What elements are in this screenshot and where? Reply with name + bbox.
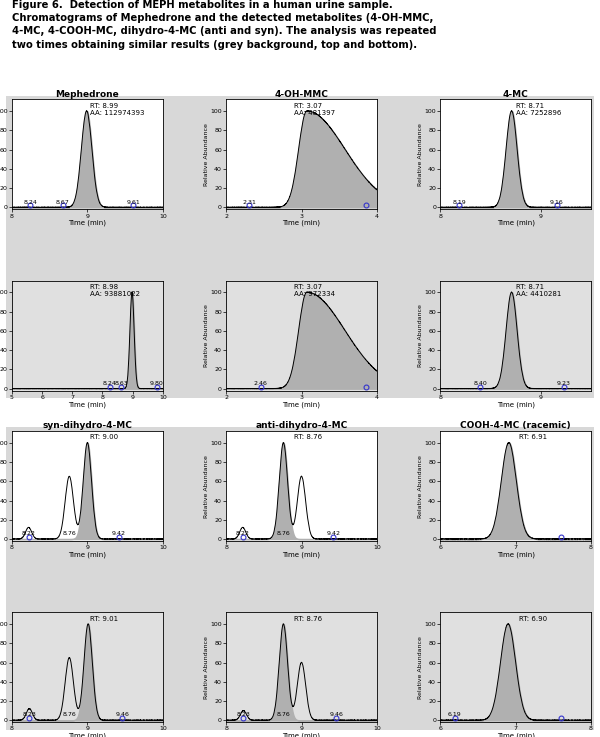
Text: 8.22: 8.22 — [22, 531, 35, 537]
Text: 9.16: 9.16 — [550, 200, 563, 205]
Text: 8.19: 8.19 — [452, 200, 466, 205]
Text: 8.76: 8.76 — [277, 531, 290, 537]
Y-axis label: Relative Abundance: Relative Abundance — [418, 123, 423, 186]
X-axis label: Time (min): Time (min) — [497, 401, 535, 408]
Text: RT: 9.00: RT: 9.00 — [91, 434, 119, 441]
Text: 8.23: 8.23 — [236, 713, 250, 717]
Text: RT: 8.76: RT: 8.76 — [294, 434, 322, 441]
Title: Mephedrone: Mephedrone — [56, 90, 119, 99]
X-axis label: Time (min): Time (min) — [283, 733, 320, 737]
X-axis label: Time (min): Time (min) — [68, 401, 106, 408]
X-axis label: Time (min): Time (min) — [68, 551, 106, 558]
Title: 4-OH-MMC: 4-OH-MMC — [275, 90, 328, 99]
Text: Figure 6.  Detection of MEPH metabolites in a human urine sample.
Chromatograms : Figure 6. Detection of MEPH metabolites … — [12, 0, 437, 49]
Text: 6.19: 6.19 — [448, 713, 461, 717]
Text: 9.23: 9.23 — [557, 381, 571, 385]
Text: RT: 8.71
AA: 4410281: RT: 8.71 AA: 4410281 — [515, 284, 561, 297]
Title: anti-dihydro-4-MC: anti-dihydro-4-MC — [256, 422, 347, 430]
Title: 4-MC: 4-MC — [503, 90, 529, 99]
Text: RT: 8.99
AA: 112974393: RT: 8.99 AA: 112974393 — [91, 102, 145, 116]
X-axis label: Time (min): Time (min) — [283, 401, 320, 408]
Text: 8.40: 8.40 — [473, 381, 487, 385]
X-axis label: Time (min): Time (min) — [497, 733, 535, 737]
Text: 9.46: 9.46 — [115, 713, 129, 717]
Text: RT: 3.07
AA: 481397: RT: 3.07 AA: 481397 — [294, 102, 335, 116]
Text: 8.76: 8.76 — [62, 531, 76, 537]
Text: 2.46: 2.46 — [254, 381, 268, 385]
Y-axis label: Relative Abundance: Relative Abundance — [204, 636, 209, 699]
Text: 8.24: 8.24 — [103, 381, 116, 385]
Y-axis label: Relative Abundance: Relative Abundance — [418, 304, 423, 367]
Text: 9.42: 9.42 — [326, 531, 340, 537]
Text: 8.22: 8.22 — [236, 531, 250, 537]
Y-axis label: Relative Abundance: Relative Abundance — [204, 455, 209, 517]
Title: COOH-4-MC (racemic): COOH-4-MC (racemic) — [460, 422, 571, 430]
Text: RT: 8.71
AA: 7252896: RT: 8.71 AA: 7252896 — [515, 102, 561, 116]
Text: 8.63: 8.63 — [115, 381, 128, 385]
Text: RT: 6.91: RT: 6.91 — [518, 434, 547, 441]
Text: 9.80: 9.80 — [150, 381, 164, 385]
Text: RT: 9.01: RT: 9.01 — [91, 615, 119, 622]
Text: 8.76: 8.76 — [62, 713, 76, 717]
Text: RT: 8.76: RT: 8.76 — [294, 615, 322, 622]
Text: 8.24: 8.24 — [23, 200, 37, 205]
Title: syn-dihydro-4-MC: syn-dihydro-4-MC — [43, 422, 133, 430]
Y-axis label: Relative Abundance: Relative Abundance — [204, 123, 209, 186]
X-axis label: Time (min): Time (min) — [497, 551, 535, 558]
Text: 9.42: 9.42 — [112, 531, 126, 537]
X-axis label: Time (min): Time (min) — [68, 733, 106, 737]
X-axis label: Time (min): Time (min) — [68, 220, 106, 226]
Text: 8.67: 8.67 — [56, 200, 70, 205]
Text: 9.61: 9.61 — [127, 200, 140, 205]
Text: 8.76: 8.76 — [277, 713, 290, 717]
Y-axis label: Relative Abundance: Relative Abundance — [204, 304, 209, 367]
X-axis label: Time (min): Time (min) — [283, 220, 320, 226]
Text: RT: 3.07
AA: 972334: RT: 3.07 AA: 972334 — [294, 284, 335, 297]
Text: 2.31: 2.31 — [242, 200, 256, 205]
Text: 8.23: 8.23 — [22, 713, 36, 717]
X-axis label: Time (min): Time (min) — [497, 220, 535, 226]
Y-axis label: Relative Abundance: Relative Abundance — [418, 636, 423, 699]
X-axis label: Time (min): Time (min) — [283, 551, 320, 558]
Text: RT: 6.90: RT: 6.90 — [518, 615, 547, 622]
Text: 9.46: 9.46 — [329, 713, 343, 717]
Text: RT: 8.98
AA: 93881022: RT: 8.98 AA: 93881022 — [91, 284, 140, 297]
Y-axis label: Relative Abundance: Relative Abundance — [418, 455, 423, 517]
